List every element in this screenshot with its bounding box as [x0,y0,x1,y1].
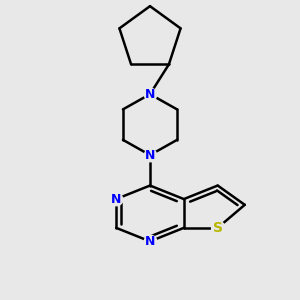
Text: N: N [145,88,155,101]
Text: S: S [213,221,223,235]
Text: N: N [111,193,121,206]
Text: N: N [145,235,155,248]
Text: N: N [145,148,155,162]
